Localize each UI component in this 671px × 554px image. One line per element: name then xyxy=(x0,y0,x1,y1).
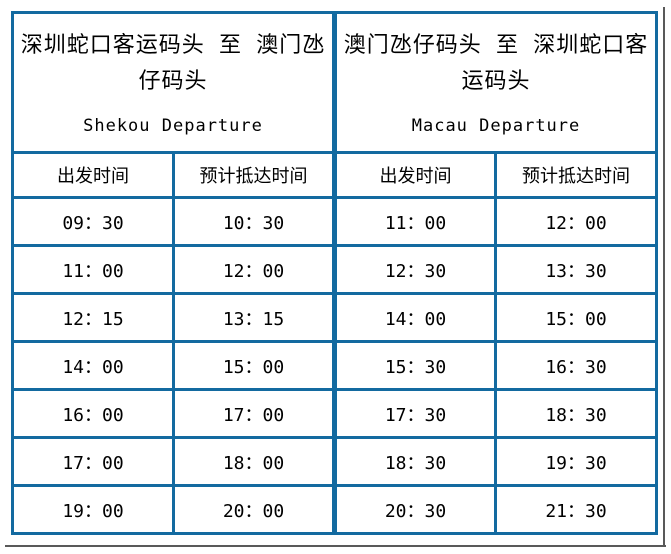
arrival-time-cell: 15：00 xyxy=(494,292,658,343)
right-shadow-line xyxy=(663,7,665,547)
arrival-time-cell: 13：30 xyxy=(494,244,658,295)
route-header-row: 深圳蛇口客运码头 至 澳门氹仔码头 Shekou Departure 澳门氹仔码… xyxy=(11,11,658,154)
ferry-timetable: 深圳蛇口客运码头 至 澳门氹仔码头 Shekou Departure 澳门氹仔码… xyxy=(11,11,658,535)
departure-time-cell: 19：00 xyxy=(11,484,175,535)
arrival-time-cell: 18：30 xyxy=(494,388,658,439)
table-row: 12：15 13：15 14：00 15：00 xyxy=(11,292,658,343)
macau-route-title: 澳门氹仔码头 至 深圳蛇口客运码头 xyxy=(343,32,649,94)
departure-time-cell: 09：30 xyxy=(11,196,175,247)
arrival-time-cell: 20：00 xyxy=(172,484,336,535)
table-row: 11：00 12：00 12：30 13：30 xyxy=(11,244,658,295)
arrival-time-cell: 21：30 xyxy=(494,484,658,535)
arrival-time-cell: 19：30 xyxy=(494,436,658,487)
departure-time-cell: 11：00 xyxy=(332,196,497,247)
departure-time-cell: 14：00 xyxy=(11,340,175,391)
departure-time-cell: 14：00 xyxy=(332,292,497,343)
departure-time-cell: 18：30 xyxy=(332,436,497,487)
shekou-route-header: 深圳蛇口客运码头 至 澳门氹仔码头 Shekou Departure xyxy=(11,11,336,154)
table-row: 09：30 10：30 11：00 12：00 xyxy=(11,196,658,247)
right-departure-column-header: 出发时间 xyxy=(332,151,497,199)
left-departure-column-header: 出发时间 xyxy=(11,151,175,199)
departure-time-cell: 15：30 xyxy=(332,340,497,391)
departure-time-cell: 17：30 xyxy=(332,388,497,439)
table-row: 17：00 18：00 18：30 19：30 xyxy=(11,436,658,487)
departure-time-cell: 20：30 xyxy=(332,484,497,535)
table-row: 19：00 20：00 20：30 21：30 xyxy=(11,484,658,535)
shekou-route-subtitle: Shekou Departure xyxy=(83,115,263,136)
departure-time-cell: 11：00 xyxy=(11,244,175,295)
arrival-time-cell: 18：00 xyxy=(172,436,336,487)
bottom-shadow-line xyxy=(5,545,666,547)
macau-route-subtitle: Macau Departure xyxy=(411,115,581,136)
arrival-time-cell: 12：00 xyxy=(172,244,336,295)
departure-time-cell: 12：15 xyxy=(11,292,175,343)
arrival-time-cell: 13：15 xyxy=(172,292,336,343)
table-row: 14：00 15：00 15：30 16：30 xyxy=(11,340,658,391)
arrival-time-cell: 15：00 xyxy=(172,340,336,391)
arrival-time-cell: 16：30 xyxy=(494,340,658,391)
arrival-time-cell: 10：30 xyxy=(172,196,336,247)
shekou-route-title: 深圳蛇口客运码头 至 澳门氹仔码头 xyxy=(20,32,326,94)
left-arrival-column-header: 预计抵达时间 xyxy=(172,151,336,199)
macau-route-header: 澳门氹仔码头 至 深圳蛇口客运码头 Macau Departure xyxy=(332,11,658,154)
column-header-row: 出发时间 预计抵达时间 出发时间 预计抵达时间 xyxy=(11,151,658,199)
arrival-time-cell: 12：00 xyxy=(494,196,658,247)
departure-time-cell: 12：30 xyxy=(332,244,497,295)
table-row: 16：00 17：00 17：30 18：30 xyxy=(11,388,658,439)
departure-time-cell: 17：00 xyxy=(11,436,175,487)
departure-time-cell: 16：00 xyxy=(11,388,175,439)
right-arrival-column-header: 预计抵达时间 xyxy=(494,151,658,199)
arrival-time-cell: 17：00 xyxy=(172,388,336,439)
